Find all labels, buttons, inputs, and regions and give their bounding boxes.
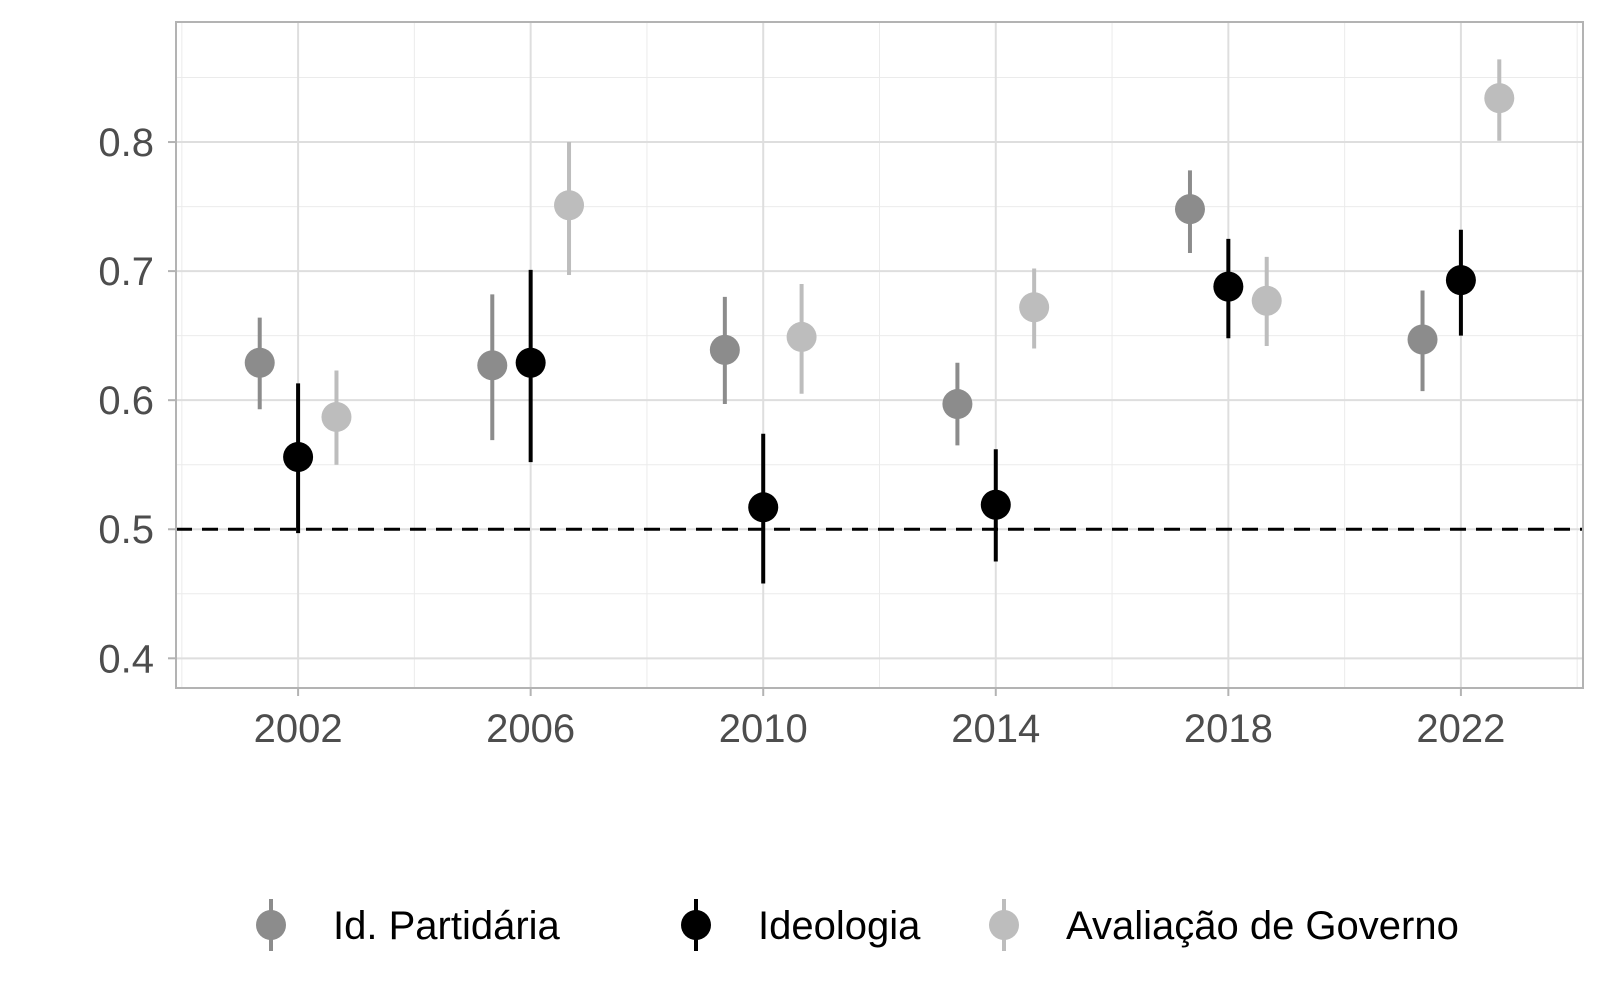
data-point — [1484, 83, 1515, 114]
data-point — [980, 489, 1011, 520]
legend-label: Ideologia — [758, 904, 921, 948]
data-point — [1407, 324, 1438, 355]
data-point — [786, 321, 817, 352]
y-tick-label: 0.8 — [98, 121, 154, 165]
data-point — [1445, 265, 1476, 296]
data-point — [1019, 292, 1050, 323]
legend-item-1: Ideologia — [681, 899, 921, 951]
y-tick-label: 0.7 — [98, 250, 154, 294]
data-point — [321, 401, 352, 432]
legend-item-0: Id. Partidária — [256, 899, 561, 951]
data-point — [748, 492, 779, 523]
legend-key-point — [681, 910, 711, 940]
data-point — [283, 441, 314, 472]
legend-label: Avaliação de Governo — [1066, 904, 1459, 948]
data-point — [244, 347, 275, 378]
series-2 — [321, 59, 1515, 465]
data-point — [1174, 194, 1205, 225]
y-tick-label: 0.4 — [98, 637, 154, 681]
data-point — [1213, 271, 1244, 302]
y-axis: 0.4 0.5 0.6 0.7 0.8 — [98, 121, 176, 681]
x-tick-label: 2006 — [486, 707, 575, 751]
data-point — [515, 347, 546, 378]
series-1 — [283, 229, 1476, 584]
legend-label: Id. Partidária — [333, 904, 561, 948]
legend: Id. Partidária Ideologia Avaliação de Gove… — [256, 899, 1459, 951]
legend-item-2: Avaliação de Governo — [989, 899, 1459, 951]
series-0 — [244, 170, 1438, 446]
x-tick-label: 2010 — [719, 707, 808, 751]
data-point — [709, 334, 740, 365]
data-point — [477, 350, 508, 381]
data-point — [942, 389, 973, 420]
legend-key-point — [256, 910, 286, 940]
x-tick-label: 2002 — [254, 707, 343, 751]
y-tick-label: 0.6 — [98, 379, 154, 423]
legend-key-point — [989, 910, 1019, 940]
x-tick-label: 2018 — [1184, 707, 1273, 751]
data-point — [1251, 285, 1282, 316]
data-point — [554, 190, 585, 221]
y-tick-label: 0.5 — [98, 508, 154, 552]
grid-minor — [176, 22, 1583, 688]
x-axis: 2002 2006 2010 2014 2018 2022 — [254, 688, 1505, 751]
plot-border — [175, 21, 1584, 689]
series-layer — [244, 59, 1515, 584]
x-tick-label: 2014 — [951, 707, 1040, 751]
x-tick-label: 2022 — [1416, 707, 1505, 751]
